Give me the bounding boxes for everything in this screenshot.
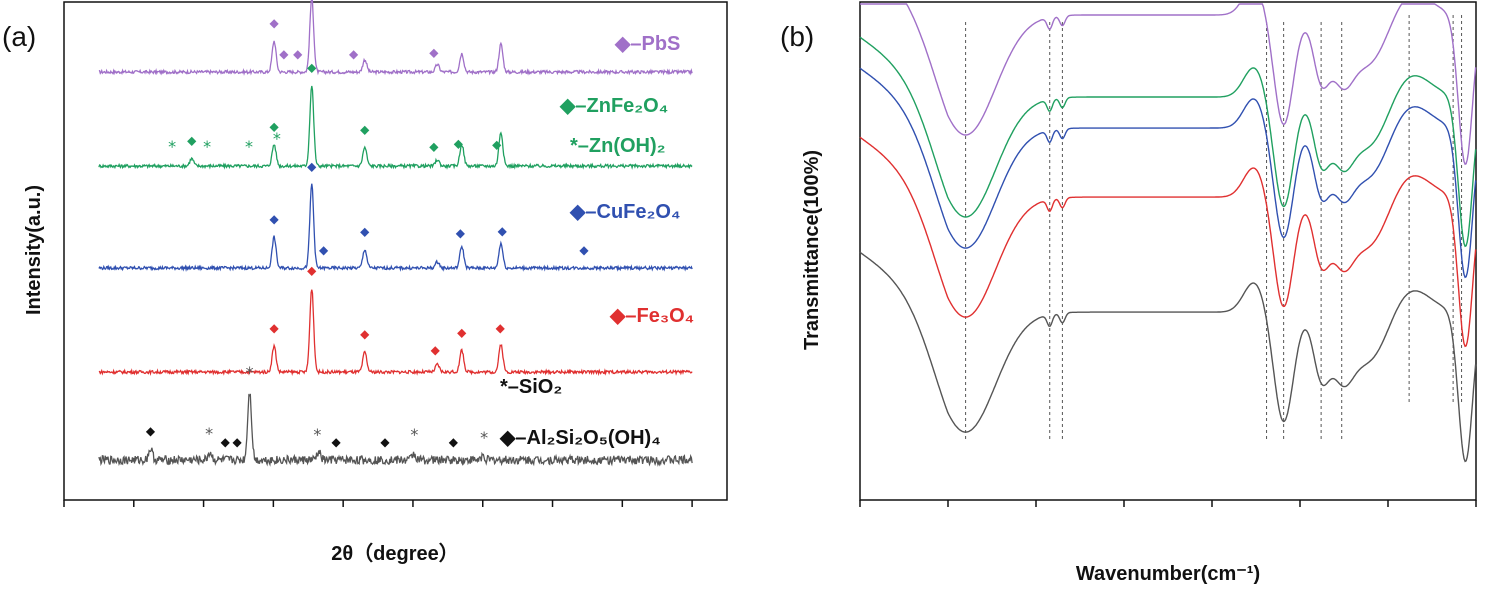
- panel-a-peak-marker: *: [313, 425, 321, 444]
- panel-a-peak-marker: *: [480, 428, 488, 447]
- panel-a-peak-marker: ◆: [360, 224, 370, 238]
- panel-a-ylabel: Intensity(a.u.): [23, 185, 45, 315]
- panel-a-peak-marker: ◆: [307, 159, 317, 173]
- panel-b-series-c: [859, 67, 1477, 279]
- panel-a-peak-marker: ◆: [269, 212, 279, 226]
- panel-a-legend-entry: ◆–CuFe₂O₄: [569, 201, 680, 223]
- panel-b-frame: [859, 1, 1477, 501]
- panel-b-ftir: (b) Wavenumber(cm⁻¹) Transmittance(100%): [780, 1, 1477, 585]
- panel-a-peak-marker: ◆: [269, 16, 279, 30]
- panel-a-peak-marker: ◆: [456, 226, 466, 240]
- panel-a-peak-marker: *: [245, 137, 253, 156]
- panel-a-series-b: [98, 289, 693, 377]
- panel-a-frame: [63, 1, 728, 501]
- panel-a-peak-marker: ◆: [232, 435, 242, 449]
- panel-a-legend-text: *–SiO₂: [500, 376, 562, 398]
- panel-a-peak-marker: ◆: [332, 435, 342, 449]
- panel-a-legend-text: ◆–CuFe₂O₄: [569, 201, 680, 223]
- panel-a-xrd: (a) ◆◆◆◆◆◆****◆◆◆◆◆◆◆◆◆◆◆◆◆◆◆◆◆◆◆◆*****◆…: [2, 0, 728, 565]
- panel-a-peak-marker: ◆: [319, 243, 329, 257]
- panel-a-peak-marker: *: [246, 363, 254, 382]
- panel-a-legend-text: ◆–PbS: [614, 33, 680, 55]
- panel-a-peak-marker: ◆: [187, 134, 197, 148]
- panel-a-peak-marker: ◆: [269, 321, 279, 335]
- panel-a-legend-text: ◆–Fe₃O₄: [609, 305, 694, 327]
- panel-a-legend-entry: *–Zn(OH)₂: [570, 135, 666, 157]
- panel-a-peak-marker: *: [205, 424, 213, 443]
- panel-a-label: (a): [2, 21, 36, 52]
- panel-a-peak-marker: ◆: [269, 119, 279, 133]
- panel-b-series-d: [859, 36, 1477, 248]
- panel-a-peak-marker: ◆: [579, 243, 589, 257]
- panel-a-peak-marker: ◆: [498, 224, 508, 238]
- panel-a-series-c: [98, 183, 693, 273]
- panel-a-series-d: [98, 85, 693, 170]
- panel-a-peak-marker: ◆: [221, 435, 231, 449]
- panel-a-peak-marker: ◆: [279, 47, 289, 61]
- panel-a-peak-marker: ◆: [492, 138, 502, 152]
- panel-b-series-a: [859, 251, 1477, 463]
- panel-a-legend-entry: *–SiO₂: [500, 376, 562, 398]
- panel-a-peak-marker: *: [273, 129, 281, 148]
- panel-b-label: (b): [780, 21, 814, 52]
- panel-a-peak-marker: ◆: [457, 325, 467, 339]
- panel-a-peak-marker: ◆: [307, 263, 317, 277]
- panel-a-series-a: [98, 393, 693, 467]
- panel-a-peak-marker: ◆: [380, 435, 390, 449]
- panel-a-peak-marker: ◆: [307, 60, 317, 74]
- panel-a-peak-marker: *: [168, 137, 176, 156]
- panel-a-peak-marker: ◆: [360, 122, 370, 136]
- panel-a-series-e: [98, 0, 693, 76]
- panel-a-peak-marker: *: [203, 137, 211, 156]
- panel-a-peak-marker: ◆: [293, 47, 303, 61]
- panel-a-peak-marker: ◆: [449, 435, 459, 449]
- panel-b-ylabel: Transmittance(100%): [801, 150, 823, 350]
- panel-a-legend-text: ◆–ZnFe₂O₄: [559, 95, 668, 117]
- panel-a-legend-entry: ◆–ZnFe₂O₄: [559, 95, 668, 117]
- panel-a-peak-marker: ◆: [454, 137, 464, 151]
- panel-a-xlabel: 2θ（degree）: [331, 542, 459, 565]
- panel-a-legend-entry: ◆–PbS: [614, 33, 680, 55]
- panel-a-peak-marker: ◆: [496, 321, 506, 335]
- panel-a-peak-marker: ◆: [429, 45, 439, 59]
- panel-a-legend-entry: ◆–Al₂Si₂O₅(OH)₄: [499, 427, 661, 449]
- panel-a-peak-marker: ◆: [431, 343, 441, 357]
- panel-a-peak-marker: ◆: [349, 47, 359, 61]
- panel-b-series-e: [860, 3, 1477, 166]
- panel-a-peak-marker: ◆: [146, 424, 156, 438]
- panel-b-xlabel: Wavenumber(cm⁻¹): [1076, 563, 1260, 585]
- panel-b-series-b: [859, 136, 1477, 348]
- panel-a-peak-marker: *: [410, 425, 418, 444]
- panel-a-legend-entry: ◆–Fe₃O₄: [609, 305, 694, 327]
- panel-a-legend-text: *–Zn(OH)₂: [570, 135, 666, 157]
- panel-a-peak-marker: ◆: [360, 327, 370, 341]
- panel-a-peak-marker: ◆: [429, 140, 439, 154]
- panel-a-legend-text: ◆–Al₂Si₂O₅(OH)₄: [499, 427, 661, 449]
